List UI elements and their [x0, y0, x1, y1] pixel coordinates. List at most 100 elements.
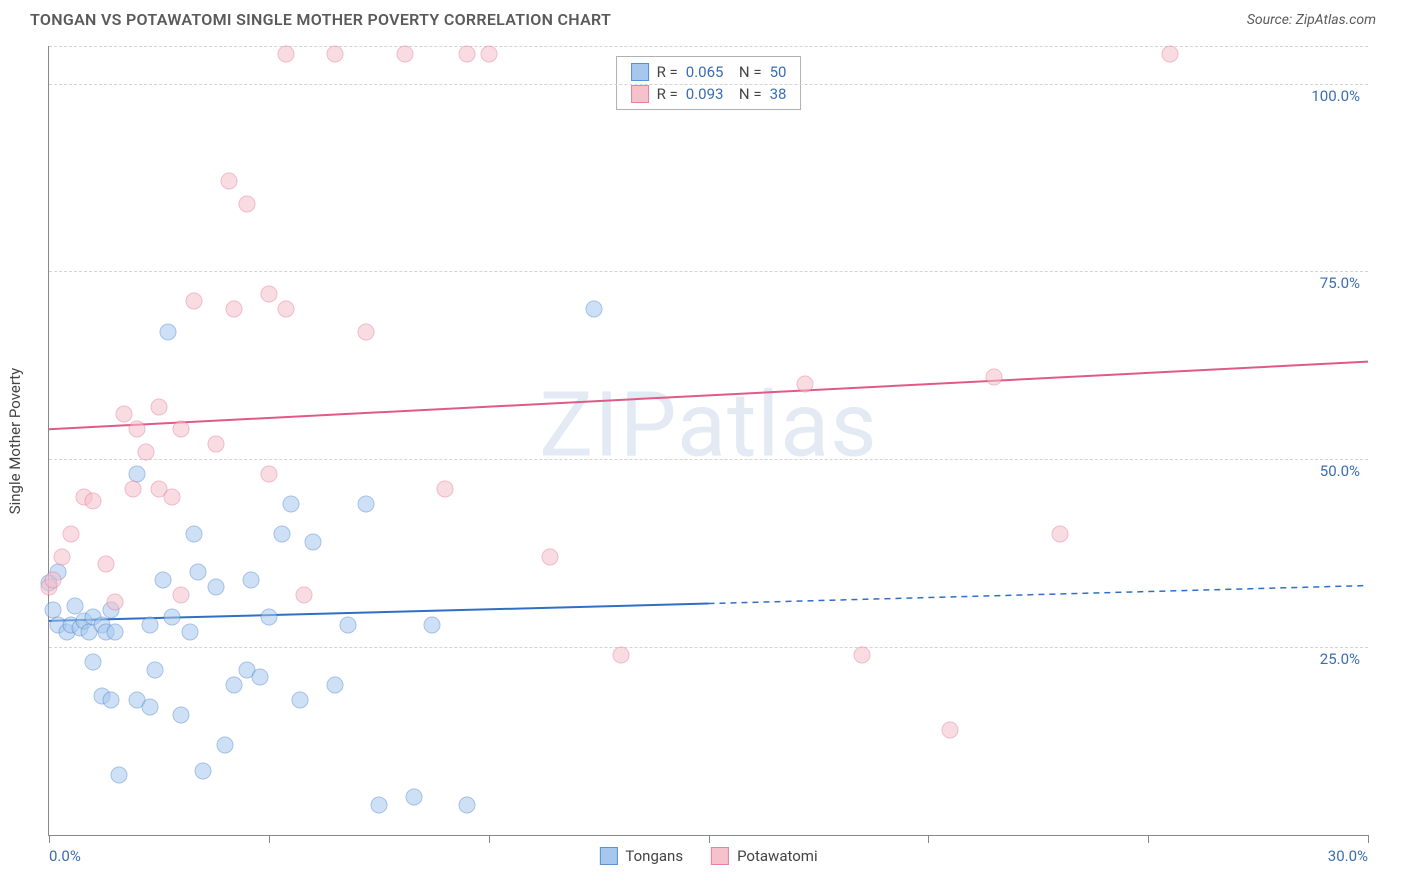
legend-row-potawatomi: R = 0.093 N = 38 [631, 83, 787, 105]
swatch-icon [599, 847, 617, 865]
data-point-potawatomi [260, 466, 277, 483]
data-point-tongans [186, 526, 203, 543]
x-tick [1368, 835, 1369, 843]
data-point-tongans [194, 763, 211, 780]
data-point-potawatomi [278, 301, 295, 318]
data-point-tongans [142, 699, 159, 716]
y-tick-label: 25.0% [1320, 650, 1360, 668]
data-point-tongans [225, 676, 242, 693]
data-point-potawatomi [480, 45, 497, 62]
r-label: R = [657, 85, 678, 103]
data-point-tongans [423, 616, 440, 633]
legend-row-tongans: R = 0.065 N = 50 [631, 61, 787, 83]
n-label: N = [731, 85, 761, 103]
source-label: Source: ZipAtlas.com [1247, 12, 1376, 28]
data-point-tongans [260, 609, 277, 626]
data-point-tongans [304, 533, 321, 550]
data-point-tongans [282, 496, 299, 513]
data-point-potawatomi [612, 646, 629, 663]
data-point-tongans [159, 323, 176, 340]
trend-line-dash-tongans [709, 586, 1369, 604]
r-value-potawatomi: 0.093 [686, 85, 724, 103]
data-point-potawatomi [164, 488, 181, 505]
data-point-potawatomi [137, 443, 154, 460]
n-value-tongans: 50 [770, 63, 787, 81]
swatch-tongans [631, 63, 649, 81]
data-point-tongans [405, 789, 422, 806]
data-point-potawatomi [84, 492, 101, 509]
data-point-tongans [84, 654, 101, 671]
data-point-potawatomi [296, 586, 313, 603]
data-point-potawatomi [45, 571, 62, 588]
y-axis-label: Single Mother Poverty [6, 367, 24, 514]
x-tick-label: 30.0% [1328, 847, 1368, 865]
data-point-potawatomi [260, 285, 277, 302]
y-tick-label: 50.0% [1320, 462, 1360, 480]
data-point-tongans [111, 766, 128, 783]
data-point-potawatomi [1052, 526, 1069, 543]
data-point-tongans [291, 691, 308, 708]
data-point-tongans [326, 676, 343, 693]
trend-line-potawatomi [49, 362, 1368, 430]
data-point-potawatomi [797, 376, 814, 393]
data-point-tongans [172, 706, 189, 723]
data-point-potawatomi [436, 481, 453, 498]
data-point-tongans [357, 496, 374, 513]
data-point-potawatomi [542, 548, 559, 565]
data-point-potawatomi [458, 45, 475, 62]
legend-label: Tongans [625, 847, 683, 865]
data-point-potawatomi [172, 421, 189, 438]
data-point-tongans [106, 624, 123, 641]
data-point-potawatomi [326, 45, 343, 62]
data-point-potawatomi [150, 398, 167, 415]
grid-line [49, 459, 1368, 460]
legend-item-potawatomi: Potawatomi [711, 847, 818, 865]
x-tick [49, 835, 50, 843]
swatch-icon [711, 847, 729, 865]
x-tick [489, 835, 490, 843]
data-point-potawatomi [62, 526, 79, 543]
data-point-potawatomi [225, 301, 242, 318]
data-point-tongans [164, 609, 181, 626]
data-point-potawatomi [186, 293, 203, 310]
x-tick [928, 835, 929, 843]
data-point-potawatomi [942, 721, 959, 738]
chart-area: Single Mother Poverty ZIPatlas R = 0.065… [48, 46, 1368, 836]
data-point-potawatomi [357, 323, 374, 340]
data-point-tongans [102, 691, 119, 708]
r-value-tongans: 0.065 [686, 63, 724, 81]
data-point-potawatomi [397, 45, 414, 62]
data-point-potawatomi [128, 421, 145, 438]
data-point-potawatomi [98, 556, 115, 573]
data-point-potawatomi [221, 173, 238, 190]
plot-svg [49, 46, 1368, 835]
data-point-potawatomi [854, 646, 871, 663]
x-tick [1148, 835, 1149, 843]
data-point-tongans [243, 571, 260, 588]
data-point-potawatomi [278, 45, 295, 62]
legend-series: Tongans Potawatomi [599, 847, 817, 865]
data-point-tongans [208, 579, 225, 596]
y-tick-label: 75.0% [1320, 274, 1360, 292]
data-point-potawatomi [124, 481, 141, 498]
grid-line [49, 271, 1368, 272]
data-point-tongans [155, 571, 172, 588]
x-tick-label: 0.0% [49, 847, 81, 865]
data-point-tongans [339, 616, 356, 633]
grid-line [49, 647, 1368, 648]
n-label: N = [731, 63, 761, 81]
swatch-potawatomi [631, 85, 649, 103]
legend-label: Potawatomi [737, 847, 818, 865]
data-point-potawatomi [238, 195, 255, 212]
data-point-tongans [216, 736, 233, 753]
r-label: R = [657, 63, 678, 81]
data-point-potawatomi [1162, 45, 1179, 62]
data-point-potawatomi [986, 368, 1003, 385]
x-tick [269, 835, 270, 843]
data-point-potawatomi [208, 436, 225, 453]
chart-title: TONGAN VS POTAWATOMI SINGLE MOTHER POVER… [30, 10, 611, 29]
data-point-tongans [252, 669, 269, 686]
data-point-tongans [142, 616, 159, 633]
data-point-tongans [274, 526, 291, 543]
n-value-potawatomi: 38 [770, 85, 787, 103]
